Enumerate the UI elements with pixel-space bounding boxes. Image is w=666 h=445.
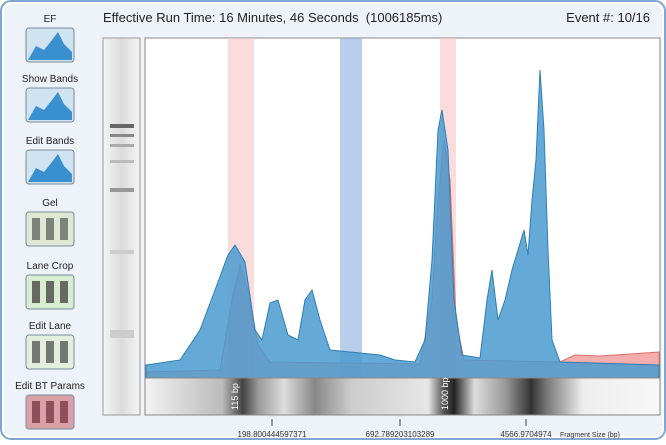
icon-graphic: [60, 341, 68, 363]
sidebar-button[interactable]: Lane Crop: [26, 261, 74, 309]
icon-graphic: [60, 401, 68, 423]
gel-lane: [103, 38, 140, 415]
button-label: Edit Bands: [26, 136, 74, 147]
button-label: Gel: [42, 198, 58, 209]
icon-graphic: [32, 401, 40, 423]
x-tick-label: 4566.9704974: [500, 430, 552, 439]
icon-graphic: [46, 218, 54, 240]
icon-graphic: [60, 218, 68, 240]
event-counter: Event #: 10/16: [566, 10, 650, 25]
button-label: EF: [44, 14, 57, 25]
button-label: Edit BT Params: [15, 381, 85, 392]
band-label: 1000 bp: [440, 377, 450, 410]
band-strip: [145, 378, 660, 415]
icon-graphic: [32, 218, 40, 240]
icon-graphic: [46, 341, 54, 363]
button-label: Lane Crop: [27, 261, 74, 272]
icon-graphic: [32, 281, 40, 303]
x-tick-label: 198.800444597371: [238, 430, 308, 439]
sidebar-button[interactable]: Edit Bands: [26, 136, 74, 184]
icon-graphic: [46, 401, 54, 423]
sidebar-button[interactable]: Edit BT Params: [15, 381, 85, 429]
icon-graphic: [60, 281, 68, 303]
button-label: Show Bands: [22, 74, 78, 85]
sidebar-button[interactable]: Edit Lane: [26, 321, 74, 369]
run-time: Effective Run Time: 16 Minutes, 46 Secon…: [103, 10, 442, 25]
band-label: 115 bp: [230, 383, 240, 410]
x-tick-label: 692.789203103289: [366, 430, 436, 439]
icon-graphic: [46, 281, 54, 303]
sidebar-button[interactable]: Show Bands: [22, 74, 78, 122]
button-label: Edit Lane: [29, 321, 72, 332]
x-axis-label: Fragment Size (bp): [560, 432, 620, 439]
app-window: EF Show Bands Edit Bands Gel Lane Crop Edit L…: [0, 0, 666, 440]
sidebar: EF Show Bands Edit Bands Gel Lane Crop Edit L…: [15, 14, 85, 429]
icon-graphic: [32, 341, 40, 363]
